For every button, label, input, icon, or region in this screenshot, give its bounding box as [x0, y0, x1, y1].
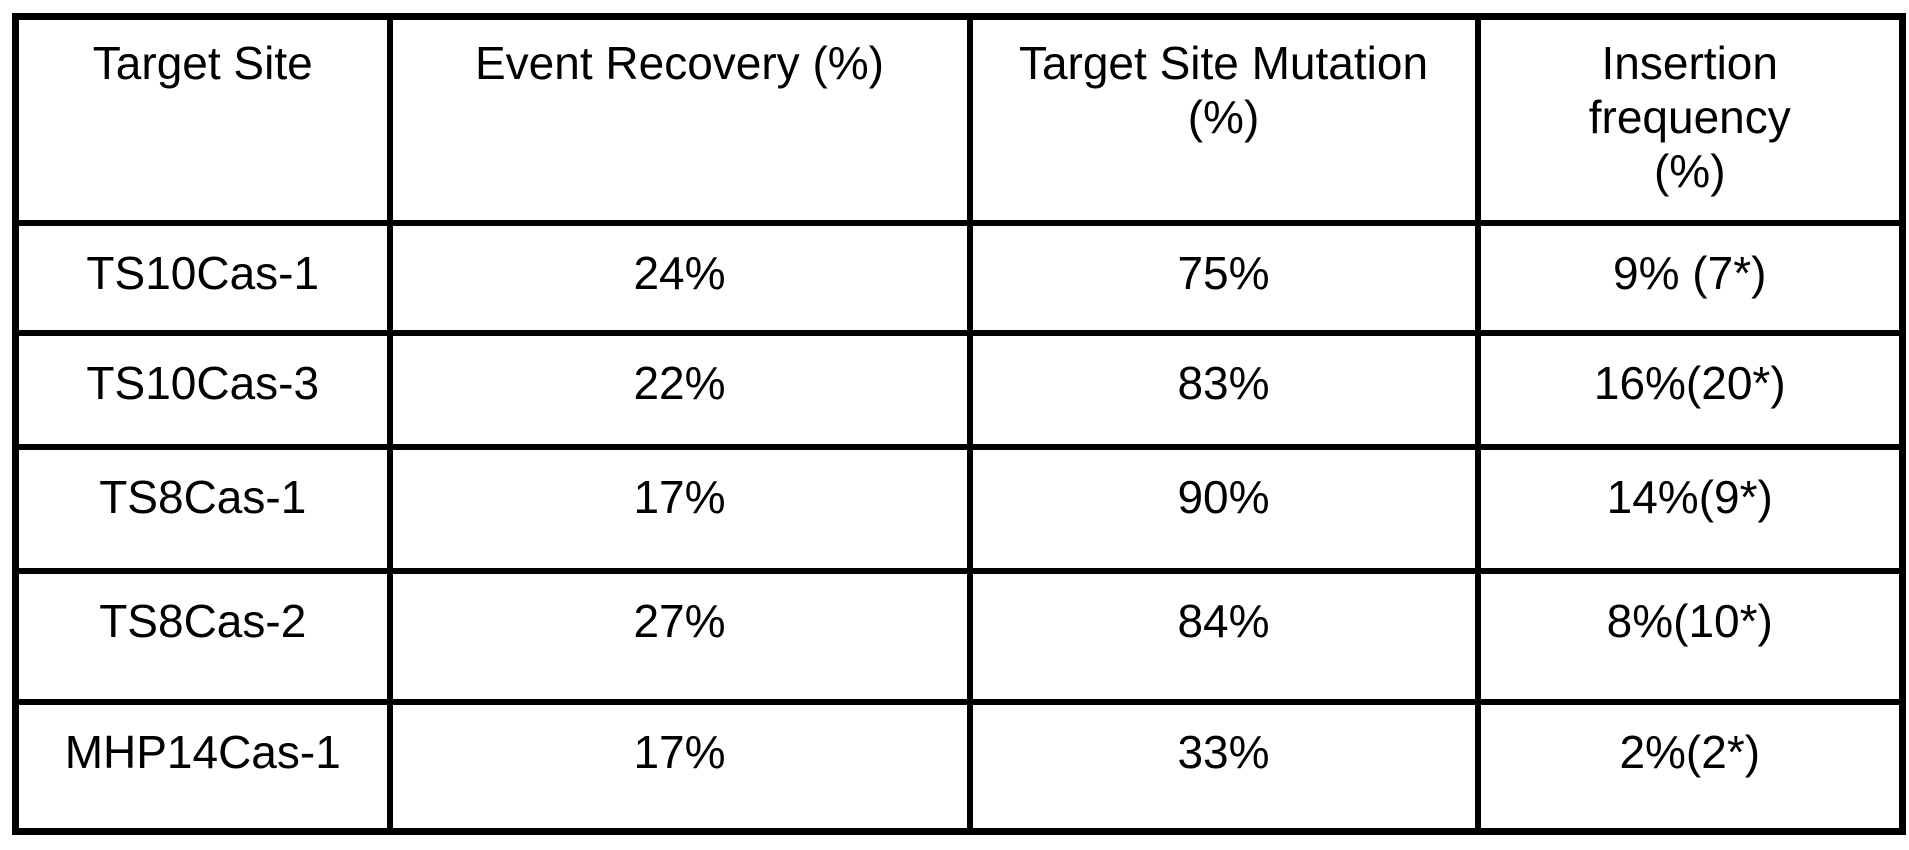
results-table-container: Target Site Event Recovery (%) Target Si… [12, 13, 1906, 835]
cell-target-site-mutation: 83% [966, 329, 1481, 450]
table-row: MHP14Cas-1 17% 33% 2%(2*) [12, 698, 1906, 835]
cell-target-site-mutation: 33% [966, 698, 1481, 835]
cell-insertion-frequency: 2%(2*) [1474, 698, 1906, 835]
header-cell-target-site: Target Site [12, 13, 393, 226]
cell-target-site-mutation: 84% [966, 567, 1481, 705]
cell-target-site: TS8Cas-1 [12, 443, 393, 574]
header-label-line: Target Site Mutation [1018, 37, 1429, 89]
cell-target-site: TS8Cas-2 [12, 567, 393, 705]
header-cell-event-recovery: Event Recovery (%) [386, 13, 973, 226]
cell-insertion-frequency: 16%(20*) [1474, 329, 1906, 450]
table-row: TS10Cas-1 24% 75% 9% (7*) [12, 219, 1906, 336]
header-label: Event Recovery (%) [474, 37, 884, 89]
header-cell-target-site-mutation: Target Site Mutation (%) [966, 13, 1481, 226]
cell-event-recovery: 17% [386, 443, 973, 574]
cell-insertion-frequency: 9% (7*) [1474, 219, 1906, 336]
cell-event-recovery: 22% [386, 329, 973, 450]
cell-event-recovery: 27% [386, 567, 973, 705]
cell-event-recovery: 17% [386, 698, 973, 835]
header-label-line: Insertion [1601, 37, 1778, 89]
cell-insertion-frequency: 14%(9*) [1474, 443, 1906, 574]
cell-insertion-frequency: 8%(10*) [1474, 567, 1906, 705]
table-row: TS8Cas-1 17% 90% 14%(9*) [12, 443, 1906, 574]
cell-target-site: MHP14Cas-1 [12, 698, 393, 835]
table-row: TS10Cas-3 22% 83% 16%(20*) [12, 329, 1906, 450]
cell-target-site: TS10Cas-1 [12, 219, 393, 336]
header-cell-insertion-frequency: Insertion frequency (%) [1474, 13, 1906, 226]
header-label: Target Site [92, 37, 313, 89]
results-table: Target Site Event Recovery (%) Target Si… [12, 13, 1906, 835]
header-label-line: (%) [1187, 91, 1260, 143]
header-label-line: (%) [1653, 145, 1726, 197]
cell-target-site-mutation: 75% [966, 219, 1481, 336]
table-row: TS8Cas-2 27% 84% 8%(10*) [12, 567, 1906, 705]
cell-target-site: TS10Cas-3 [12, 329, 393, 450]
header-label-line: frequency [1588, 91, 1791, 143]
table-header-row: Target Site Event Recovery (%) Target Si… [12, 13, 1906, 226]
cell-target-site-mutation: 90% [966, 443, 1481, 574]
cell-event-recovery: 24% [386, 219, 973, 336]
